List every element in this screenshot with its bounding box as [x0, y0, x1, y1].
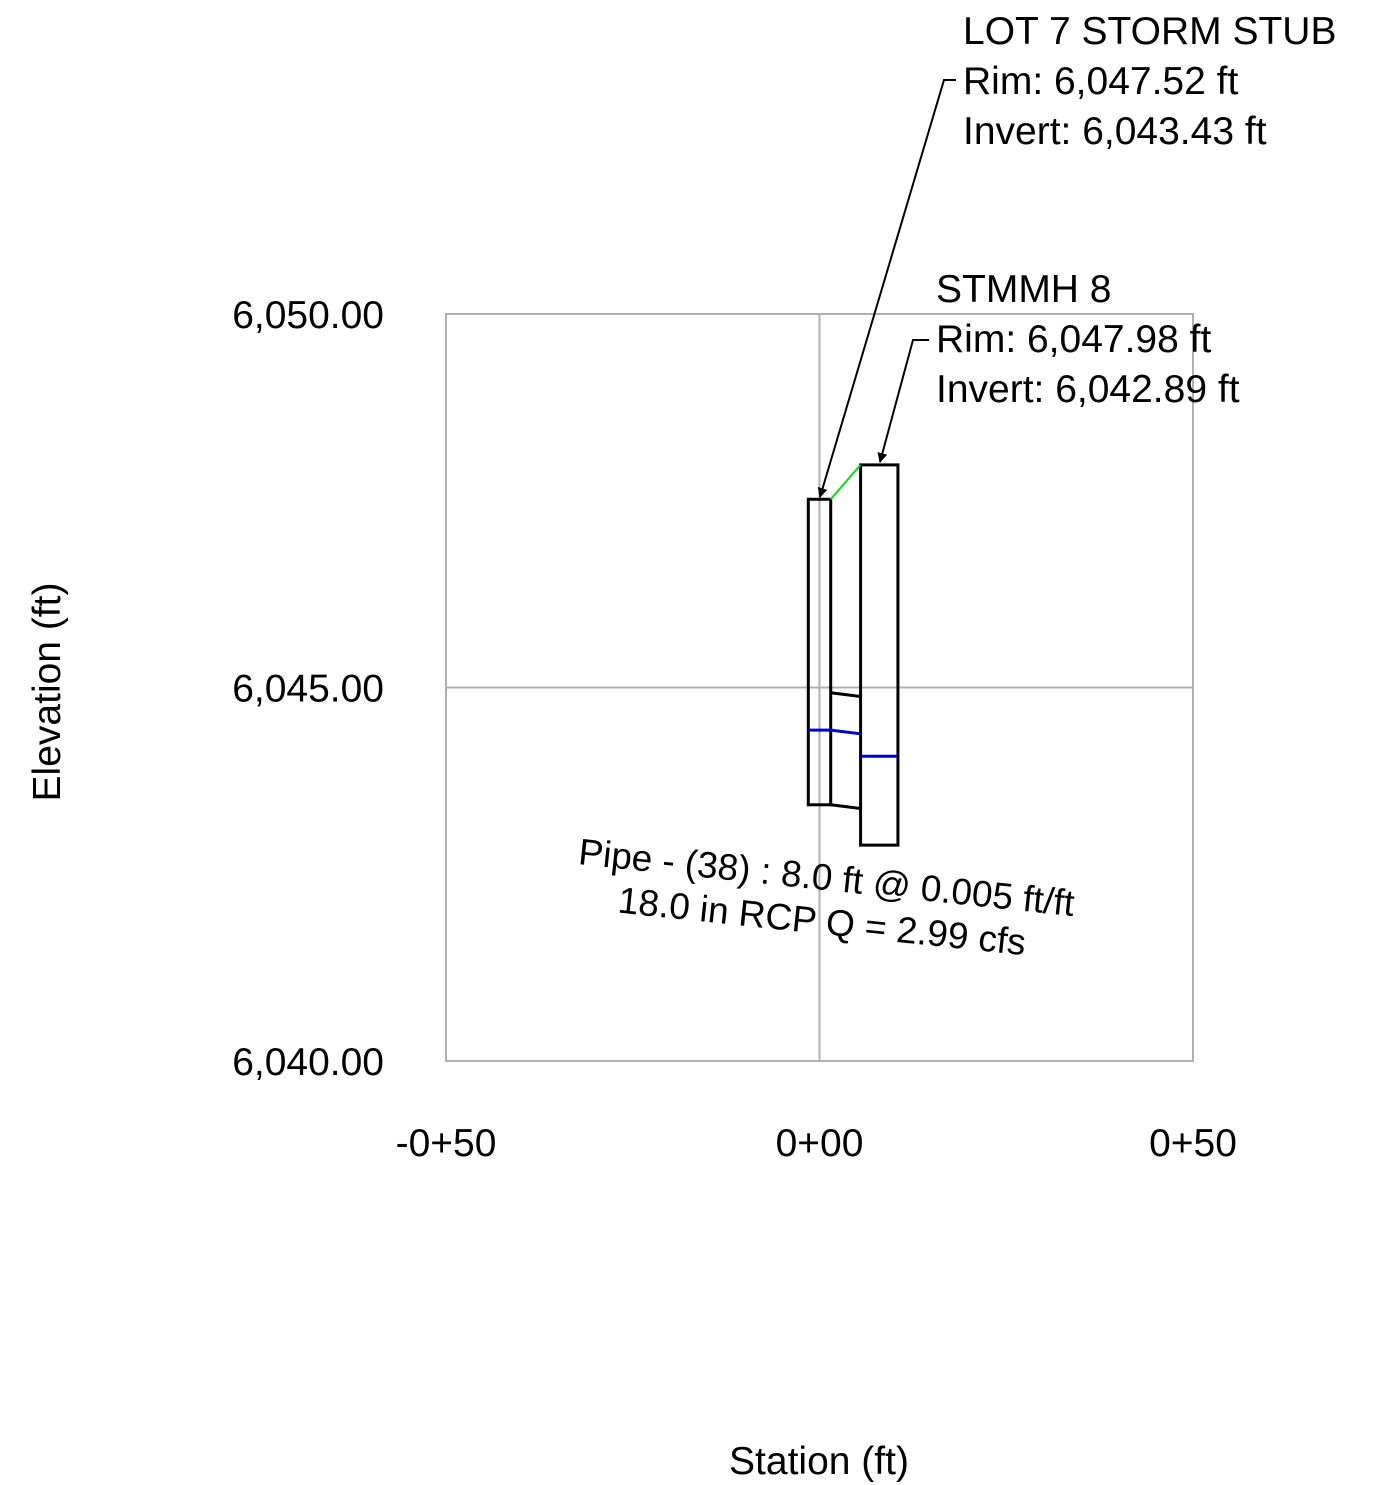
y-tick-label: 6,040.00	[232, 1041, 384, 1084]
lot7-name-label: LOT 7 STORM STUB	[963, 10, 1336, 53]
lot7-invert-label: Invert: 6,043.43 ft	[963, 110, 1267, 153]
stmmh8-name-label: STMMH 8	[936, 268, 1112, 311]
y-axis-title: Elevation (ft)	[26, 583, 69, 802]
pipe-hgl-line	[830, 728, 861, 736]
stmmh8-structure	[859, 463, 900, 847]
x-tick-label: 0+50	[1149, 1122, 1237, 1165]
y-tick-label: 6,045.00	[232, 668, 384, 711]
x-tick-label: 0+00	[776, 1122, 864, 1165]
pipe-crown-line	[830, 691, 861, 698]
stmmh8-callout: STMMH 8 Rim: 6,047.98 ft Invert: 6,042.8…	[877, 268, 1240, 463]
pipe-invert-line	[830, 803, 861, 811]
stmmh8-rim-label: Rim: 6,047.98 ft	[936, 318, 1211, 361]
stmmh8-invert-label: Invert: 6,042.89 ft	[936, 368, 1240, 411]
pipe-label: Pipe - (38) : 8.0 ft @ 0.005 ft/ft 18.0 …	[577, 831, 1078, 963]
x-axis-title: Station (ft)	[729, 1440, 909, 1483]
plot-grid	[445, 313, 1194, 1062]
ground-line	[829, 464, 862, 500]
lot7-rim-label: Rim: 6,047.52 ft	[963, 60, 1238, 103]
structures	[806, 463, 900, 847]
axis-ticks: -0+50 0+00 0+50 6,050.00 6,045.00 6,040.00	[232, 294, 1237, 1165]
lot7-structure	[806, 497, 833, 807]
x-tick-label: -0+50	[396, 1122, 497, 1165]
y-tick-label: 6,050.00	[232, 294, 384, 337]
pipe	[829, 464, 862, 811]
lot7-leader-line	[817, 79, 956, 498]
lot7-callout: LOT 7 STORM STUB Rim: 6,047.52 ft Invert…	[817, 10, 1336, 498]
stmmh8-leader-line	[877, 339, 929, 463]
